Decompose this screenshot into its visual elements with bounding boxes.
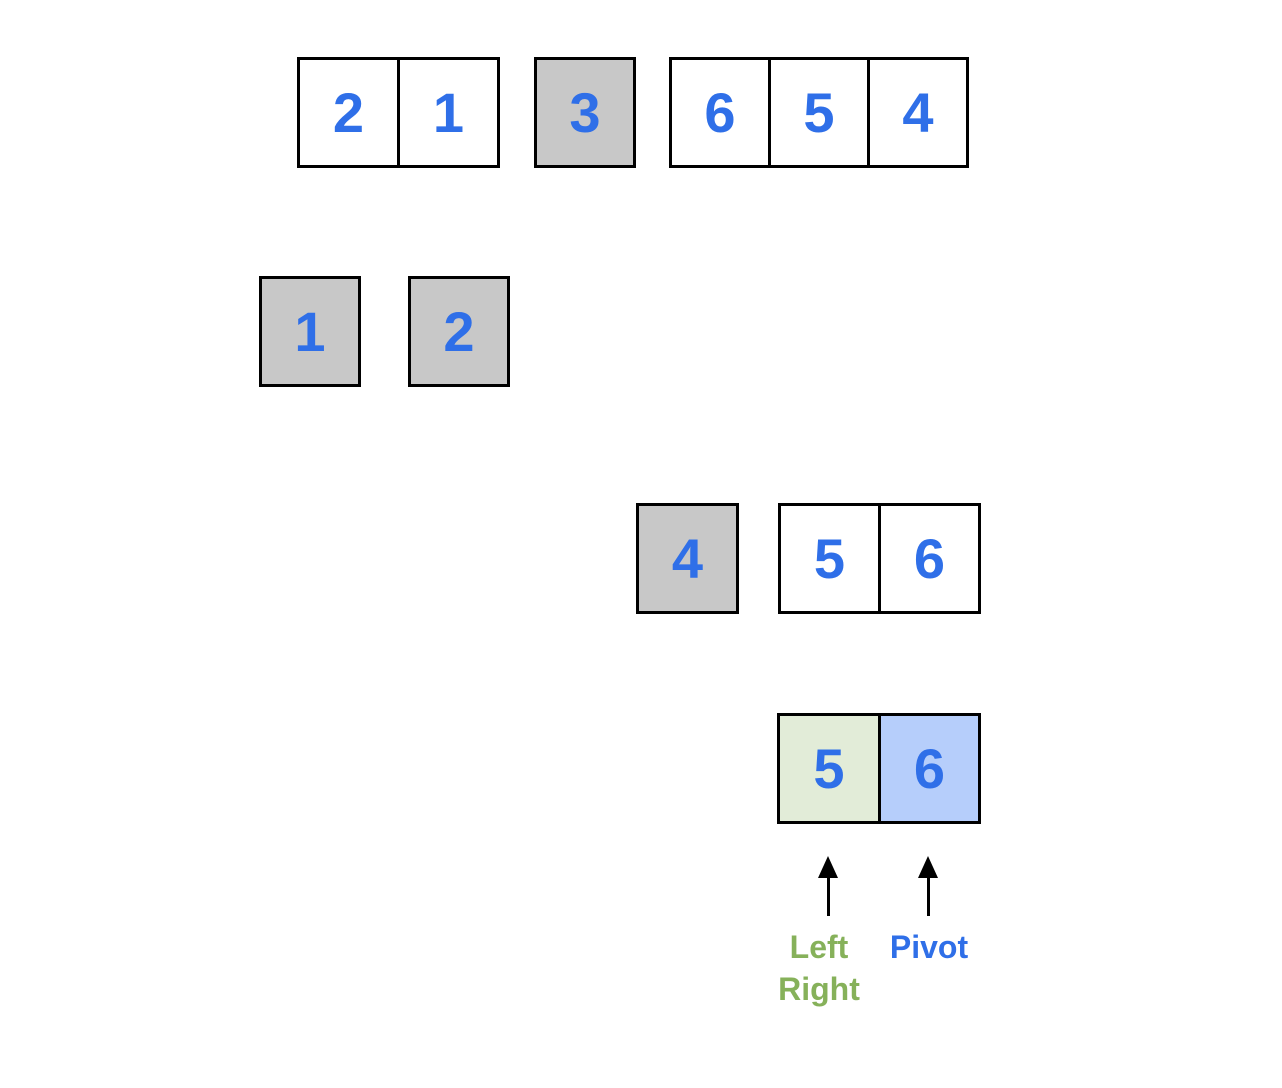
sorted-cell: 4 [636,503,739,614]
array-group-single: 4 [636,503,739,614]
sorted-cell: 1 [259,276,361,387]
left-right-cell: 5 [777,713,881,824]
array-cell: 5 [771,57,870,168]
array-group-single: 2 [408,276,510,387]
array-cell: 6 [881,503,981,614]
pivot-label-text: Pivot [889,929,969,965]
array-group-single: 1 [259,276,361,387]
array-cell: 5 [778,503,881,614]
right-label: Right [778,971,860,1007]
left-right-arrow-icon [818,856,838,916]
array-group-pointers: 5 6 [777,713,981,824]
array-group-pivot: 3 [534,57,636,168]
array-cell: 4 [870,57,969,168]
array-group-right: 6 5 4 [669,57,969,168]
array-group-left: 2 1 [297,57,500,168]
pivot-cell: 6 [881,713,981,824]
array-cell: 2 [297,57,400,168]
array-cell: 6 [669,57,771,168]
pivot-arrow-icon [918,856,938,916]
pivot-label: Pivot [869,926,989,968]
left-label: Left [789,929,849,965]
sorted-cell: 2 [408,276,510,387]
sorted-cell: 3 [534,57,636,168]
left-right-label: Left Right [759,926,879,1010]
array-cell: 1 [400,57,500,168]
array-group-pair: 5 6 [778,503,981,614]
